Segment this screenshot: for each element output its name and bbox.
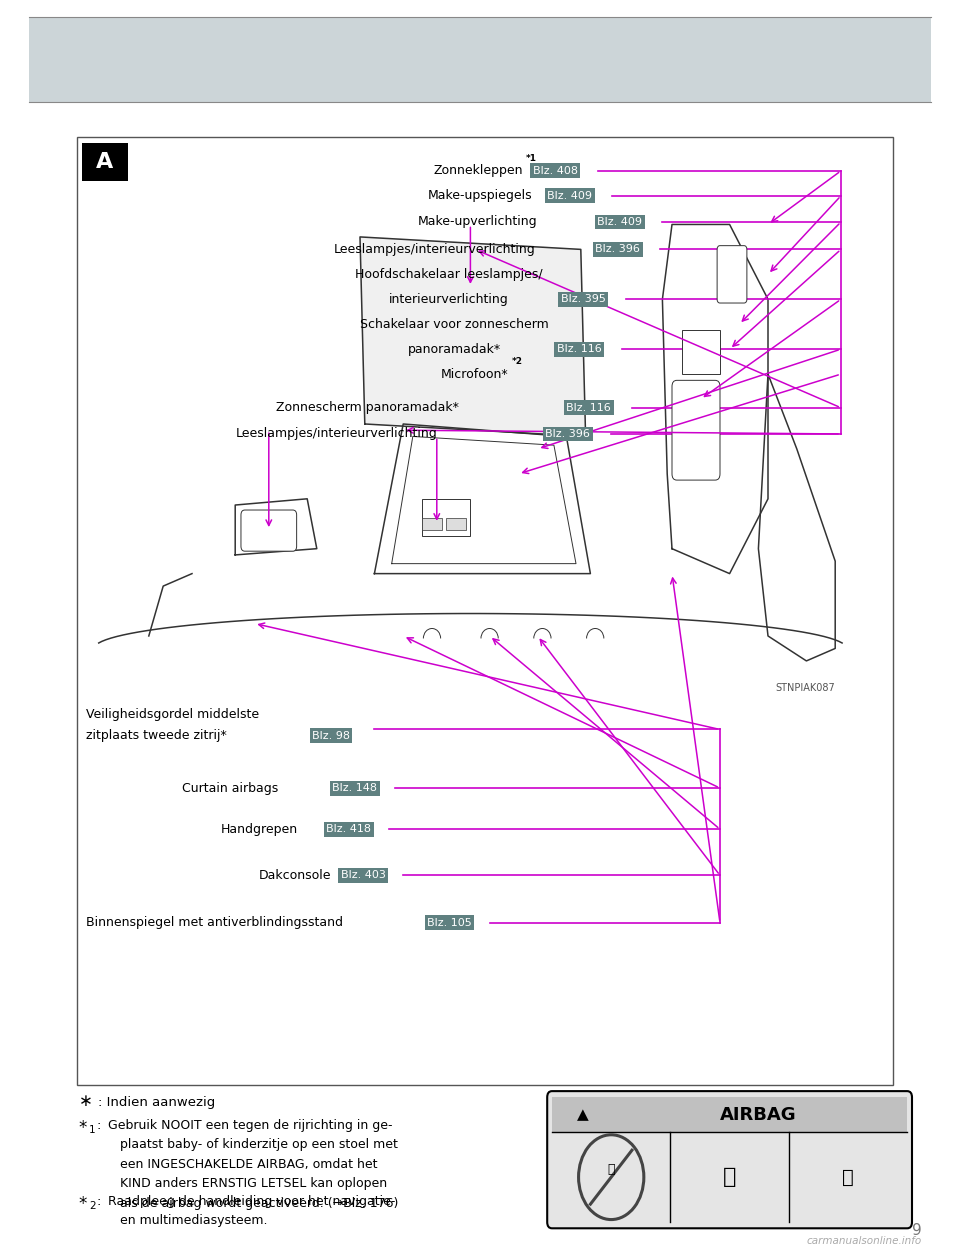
Text: Blz. 105: Blz. 105 [427, 918, 472, 928]
Text: *2: *2 [512, 357, 522, 367]
Text: Blz. 409: Blz. 409 [547, 191, 592, 201]
Polygon shape [662, 224, 768, 574]
FancyBboxPatch shape [422, 518, 442, 530]
Text: 📚: 📚 [842, 1167, 853, 1187]
Text: Make-upspiegels: Make-upspiegels [428, 190, 533, 202]
Text: panoramadak*: panoramadak* [408, 343, 501, 355]
Text: Leeslampjes/interieurverlichting: Leeslampjes/interieurverlichting [334, 243, 536, 256]
Text: Blz. 418: Blz. 418 [326, 824, 372, 834]
Text: ∗: ∗ [79, 1092, 92, 1110]
Text: zitplaats tweede zitrij*: zitplaats tweede zitrij* [86, 729, 228, 742]
Text: Zonnescherm panoramadak*: Zonnescherm panoramadak* [276, 402, 459, 414]
Text: Blz. 98: Blz. 98 [312, 731, 350, 741]
Text: Veiligheidsgordel middelste: Veiligheidsgordel middelste [86, 708, 259, 721]
Text: Blz. 116: Blz. 116 [557, 344, 602, 354]
Text: 1: 1 [89, 1125, 96, 1135]
FancyBboxPatch shape [682, 330, 720, 374]
Text: Raadpleeg de handleiding voor het navigatie-
   en multimediasysteem.: Raadpleeg de handleiding voor het naviga… [108, 1195, 395, 1227]
Text: STNPIAK087: STNPIAK087 [776, 683, 835, 693]
Text: Blz. 395: Blz. 395 [561, 294, 606, 304]
Text: *: * [79, 1195, 87, 1212]
Text: 9: 9 [912, 1223, 922, 1238]
Polygon shape [360, 237, 586, 436]
Text: Blz. 396: Blz. 396 [545, 429, 590, 439]
FancyBboxPatch shape [672, 380, 720, 480]
Text: Dakconsole: Dakconsole [259, 869, 332, 882]
FancyBboxPatch shape [717, 246, 747, 303]
Text: Blz. 396: Blz. 396 [595, 244, 640, 254]
Text: Handgrepen: Handgrepen [221, 823, 298, 835]
Text: Leeslampjes/interieurverlichting: Leeslampjes/interieurverlichting [236, 428, 438, 440]
Text: Zonnekleppen: Zonnekleppen [434, 165, 523, 177]
Text: Blz. 403: Blz. 403 [341, 870, 386, 880]
Text: carmanualsonline.info: carmanualsonline.info [806, 1236, 922, 1246]
FancyBboxPatch shape [446, 518, 466, 530]
Text: : Indien aanwezig: : Indien aanwezig [98, 1096, 215, 1109]
Text: Blz. 408: Blz. 408 [533, 166, 578, 176]
Text: A: A [96, 152, 113, 172]
Polygon shape [374, 424, 590, 574]
Text: Microfoon*: Microfoon* [442, 368, 509, 380]
FancyBboxPatch shape [29, 17, 931, 102]
Text: AIRBAG: AIRBAG [720, 1106, 797, 1124]
FancyBboxPatch shape [547, 1091, 912, 1228]
Text: 👶: 👶 [608, 1163, 615, 1176]
Text: Gebruik NOOIT een tegen de rijrichting in ge-
   plaatst baby- of kinderzitje op: Gebruik NOOIT een tegen de rijrichting i… [108, 1119, 397, 1210]
FancyBboxPatch shape [77, 137, 893, 1085]
Text: Binnenspiegel met antiverblindingsstand: Binnenspiegel met antiverblindingsstand [86, 917, 344, 929]
Text: Blz. 409: Blz. 409 [597, 217, 642, 227]
Text: *: * [79, 1119, 87, 1136]
Text: :: : [96, 1119, 101, 1131]
Text: ▲: ▲ [577, 1107, 588, 1122]
Text: *1: *1 [526, 153, 537, 163]
FancyBboxPatch shape [241, 510, 297, 551]
Text: Blz. 148: Blz. 148 [332, 783, 377, 793]
FancyBboxPatch shape [422, 499, 470, 536]
Text: Curtain airbags: Curtain airbags [182, 782, 278, 794]
Text: 2: 2 [89, 1201, 96, 1211]
Text: Make-upverlichting: Make-upverlichting [418, 216, 538, 228]
Text: :: : [96, 1195, 101, 1207]
Text: 🚗: 🚗 [723, 1167, 736, 1187]
Text: interieurverlichting: interieurverlichting [389, 293, 509, 306]
Text: Blz. 116: Blz. 116 [566, 403, 612, 413]
Text: Schakelaar voor zonnescherm: Schakelaar voor zonnescherm [360, 318, 549, 330]
FancyBboxPatch shape [82, 143, 128, 181]
FancyBboxPatch shape [552, 1097, 907, 1132]
Text: Hoofdschakelaar leeslampjes/: Hoofdschakelaar leeslampjes/ [355, 268, 542, 281]
